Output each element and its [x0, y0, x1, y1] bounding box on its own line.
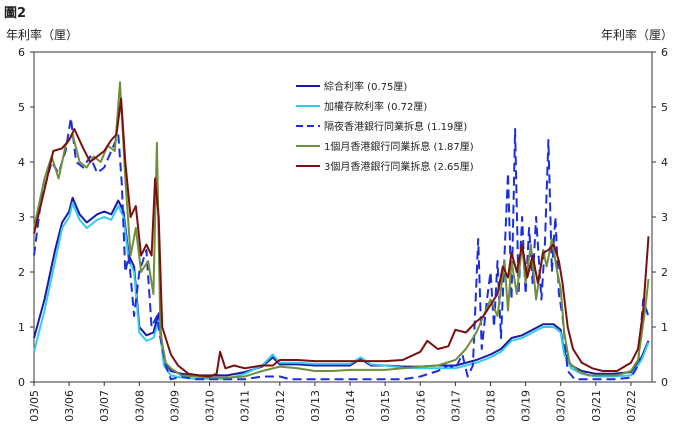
x-tick-label: 03/22 [625, 390, 638, 422]
y-tick-label-right: 3 [661, 211, 668, 224]
legend-label-4: 1個月香港銀行同業拆息 (1.87厘) [324, 140, 474, 153]
series-layer [33, 81, 650, 381]
x-tick-label: 03/08 [133, 390, 146, 422]
x-tick-label: 03/07 [98, 390, 111, 422]
legend-label-3: 隔夜香港銀行同業拆息 (1.19厘) [324, 120, 467, 133]
y-tick-label-left: 5 [18, 101, 25, 114]
y-axis-label-left: 年利率（厘） [6, 28, 79, 42]
y-tick-label-right: 0 [661, 376, 668, 389]
x-tick-label: 03/14 [344, 390, 357, 422]
y-tick-label-right: 4 [661, 156, 668, 169]
y-tick-label-left: 2 [18, 266, 25, 279]
x-tick-label: 03/10 [204, 390, 217, 422]
series-line-5 [33, 97, 650, 378]
y-tick-label-right: 6 [661, 46, 668, 59]
x-tick-label: 03/11 [239, 390, 252, 422]
legend-label-1: 綜合利率 (0.75厘) [324, 80, 407, 93]
x-tick-label: 03/20 [555, 390, 568, 422]
y-tick-label-right: 1 [661, 321, 668, 334]
y-tick-label-left: 0 [18, 376, 25, 389]
x-tick-label: 03/12 [274, 390, 287, 422]
series-line-2 [33, 202, 650, 380]
series-line-4 [33, 81, 650, 379]
figure-label: 圖2 [4, 6, 27, 21]
x-ticks: 03/05 03/06 03/07 03/08 03/09 03/10 03/11 03/12… [28, 382, 638, 422]
x-tick-label: 03/13 [309, 390, 322, 422]
x-tick-label: 03/17 [449, 390, 462, 422]
x-tick-label: 03/15 [379, 390, 392, 422]
x-tick-label: 03/21 [590, 390, 603, 422]
y-tick-label-left: 3 [18, 211, 25, 224]
x-tick-label: 03/16 [414, 390, 427, 422]
y-axis-label-right: 年利率（厘） [600, 28, 673, 42]
y-tick-label-left: 1 [18, 321, 25, 334]
y-ticks: 0 0 1 1 2 2 3 3 4 4 5 5 6 6 [18, 46, 668, 389]
x-tick-label: 03/05 [28, 390, 41, 422]
y-tick-label-right: 5 [661, 101, 668, 114]
series-line-3 [33, 117, 650, 381]
legend: 綜合利率 (0.75厘) 加權存款利率 (0.72厘) 隔夜香港銀行同業拆息 (1.… [296, 80, 474, 173]
y-tick-label-right: 2 [661, 266, 668, 279]
legend-label-2: 加權存款利率 (0.72厘) [324, 100, 427, 113]
x-tick-label: 03/18 [484, 390, 497, 422]
y-tick-label-left: 4 [18, 156, 25, 169]
x-tick-label: 03/19 [520, 390, 533, 422]
x-tick-label: 03/09 [168, 390, 181, 422]
legend-label-5: 3個月香港銀行同業拆息 (2.65厘) [324, 160, 474, 173]
x-tick-label: 03/06 [63, 390, 76, 422]
y-tick-label-left: 6 [18, 46, 25, 59]
series-line-1 [33, 196, 650, 377]
